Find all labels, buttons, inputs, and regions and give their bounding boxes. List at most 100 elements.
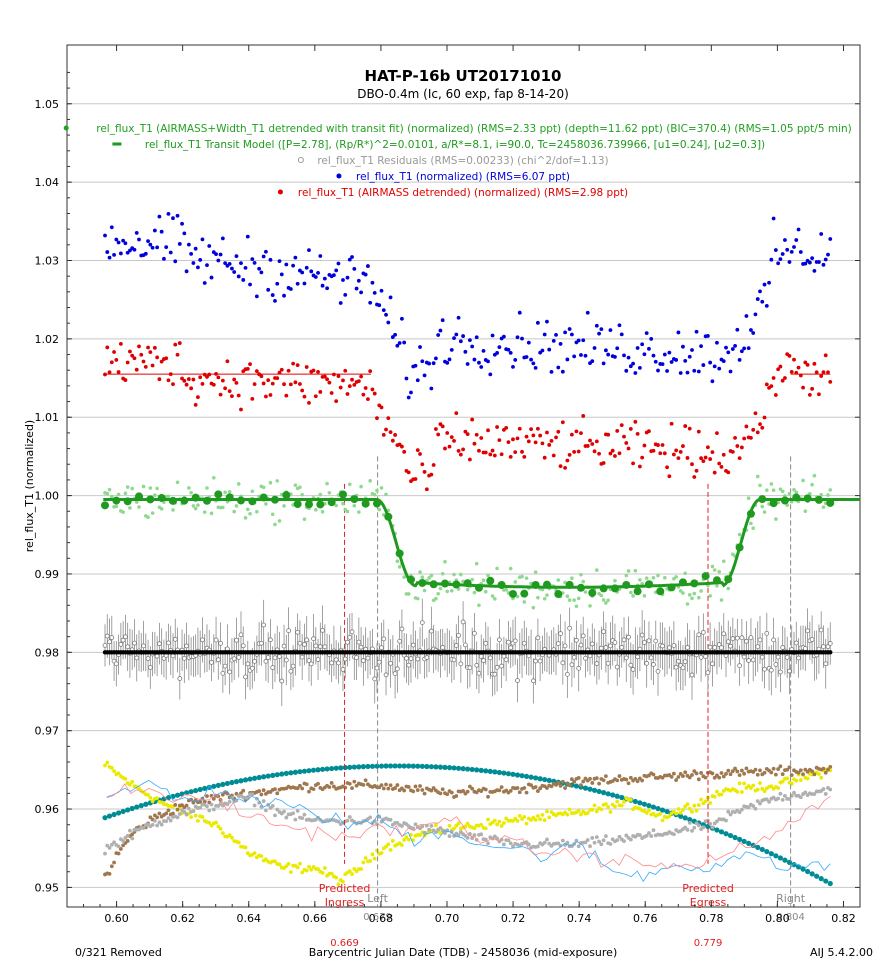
blue-point bbox=[696, 369, 701, 374]
red-point bbox=[572, 450, 577, 454]
detrended-point bbox=[146, 515, 150, 520]
brown-point bbox=[304, 782, 309, 787]
red-point bbox=[375, 416, 379, 421]
blue-point bbox=[345, 275, 350, 280]
detrended-point bbox=[486, 573, 490, 578]
brown-point bbox=[198, 800, 203, 804]
residual-point bbox=[329, 660, 335, 666]
detrended-point bbox=[334, 503, 338, 508]
residual-point bbox=[608, 643, 613, 649]
teal-point bbox=[428, 764, 434, 770]
red-point bbox=[488, 452, 493, 457]
pink-line bbox=[106, 783, 831, 870]
residual-point bbox=[472, 630, 477, 636]
residual-point bbox=[313, 643, 319, 649]
blue-point bbox=[461, 334, 465, 338]
blue-point bbox=[549, 369, 554, 374]
red-point bbox=[755, 430, 760, 435]
gray-point bbox=[447, 834, 452, 839]
red-point bbox=[352, 382, 357, 387]
detrended-point bbox=[642, 594, 647, 598]
residual-point bbox=[705, 670, 711, 676]
residual-point bbox=[744, 638, 749, 644]
blue-point bbox=[227, 261, 232, 266]
red-point bbox=[710, 450, 715, 455]
blue-point bbox=[481, 348, 486, 353]
residual-point bbox=[365, 655, 371, 661]
detrended-point bbox=[717, 569, 722, 574]
gray-point bbox=[724, 818, 728, 823]
gray-point bbox=[420, 824, 425, 829]
gray-point bbox=[821, 787, 826, 791]
blue-point bbox=[309, 269, 314, 274]
detrended-point bbox=[719, 598, 724, 602]
blue-point bbox=[273, 298, 277, 303]
red-point bbox=[218, 392, 223, 397]
gray-point bbox=[479, 832, 484, 837]
detrended-point bbox=[493, 597, 497, 601]
detrended-point bbox=[472, 590, 477, 595]
detrended-point bbox=[395, 559, 400, 564]
red-point bbox=[322, 374, 327, 379]
yellow-point bbox=[300, 870, 305, 875]
blue-point bbox=[601, 361, 606, 366]
gray-point bbox=[778, 791, 783, 796]
residual-point bbox=[290, 663, 296, 669]
teal-point bbox=[827, 880, 833, 887]
red-point bbox=[535, 426, 540, 431]
teal-point bbox=[478, 767, 484, 773]
detrended-point bbox=[372, 492, 377, 497]
brown-point bbox=[440, 787, 445, 792]
residual-point bbox=[492, 671, 498, 677]
blue-point bbox=[472, 357, 477, 362]
residual-point bbox=[215, 657, 221, 663]
residual-point bbox=[759, 654, 765, 660]
red-point bbox=[146, 345, 150, 350]
red-point bbox=[542, 455, 547, 460]
red-point bbox=[615, 429, 620, 433]
binned-point bbox=[486, 576, 495, 585]
blue-point bbox=[146, 239, 150, 244]
detrended-point bbox=[155, 486, 159, 491]
detrended-point bbox=[581, 579, 586, 584]
gray-point bbox=[422, 830, 427, 835]
blue-point bbox=[134, 231, 139, 235]
detrended-point bbox=[760, 504, 765, 509]
teal-point bbox=[446, 765, 453, 771]
brown-point bbox=[742, 771, 747, 776]
blue-point bbox=[615, 346, 620, 351]
y-tick-label: 0.96 bbox=[35, 803, 60, 816]
brown-point bbox=[239, 791, 243, 796]
teal-point bbox=[374, 763, 380, 769]
teal-point bbox=[546, 777, 552, 784]
red-point bbox=[318, 390, 323, 394]
yellow-point bbox=[694, 808, 699, 813]
gray-point bbox=[465, 836, 470, 840]
red-point bbox=[742, 436, 747, 441]
teal-point bbox=[288, 770, 294, 776]
blue-point bbox=[352, 266, 357, 271]
detrended-point bbox=[368, 479, 372, 483]
detrended-point bbox=[474, 561, 479, 566]
red-point bbox=[456, 448, 461, 453]
gray-point bbox=[103, 851, 107, 856]
red-point bbox=[338, 385, 343, 390]
brown-point bbox=[601, 778, 606, 783]
red-point bbox=[508, 454, 513, 459]
brown-point bbox=[626, 781, 631, 786]
red-point bbox=[252, 382, 257, 387]
yellow-point bbox=[128, 782, 132, 787]
detrended-point bbox=[765, 488, 769, 492]
brown-point bbox=[628, 775, 633, 780]
blue-point bbox=[819, 232, 824, 236]
detrended-point bbox=[755, 474, 760, 479]
red-point bbox=[134, 367, 139, 372]
residual-point bbox=[297, 640, 303, 646]
brown-point bbox=[712, 775, 717, 780]
brown-point bbox=[384, 782, 388, 787]
residual-point bbox=[755, 644, 761, 649]
detrended-point bbox=[737, 532, 742, 537]
binned-point bbox=[304, 500, 313, 509]
y-tick-label: 1.04 bbox=[35, 176, 60, 189]
detrended-point bbox=[187, 486, 191, 490]
